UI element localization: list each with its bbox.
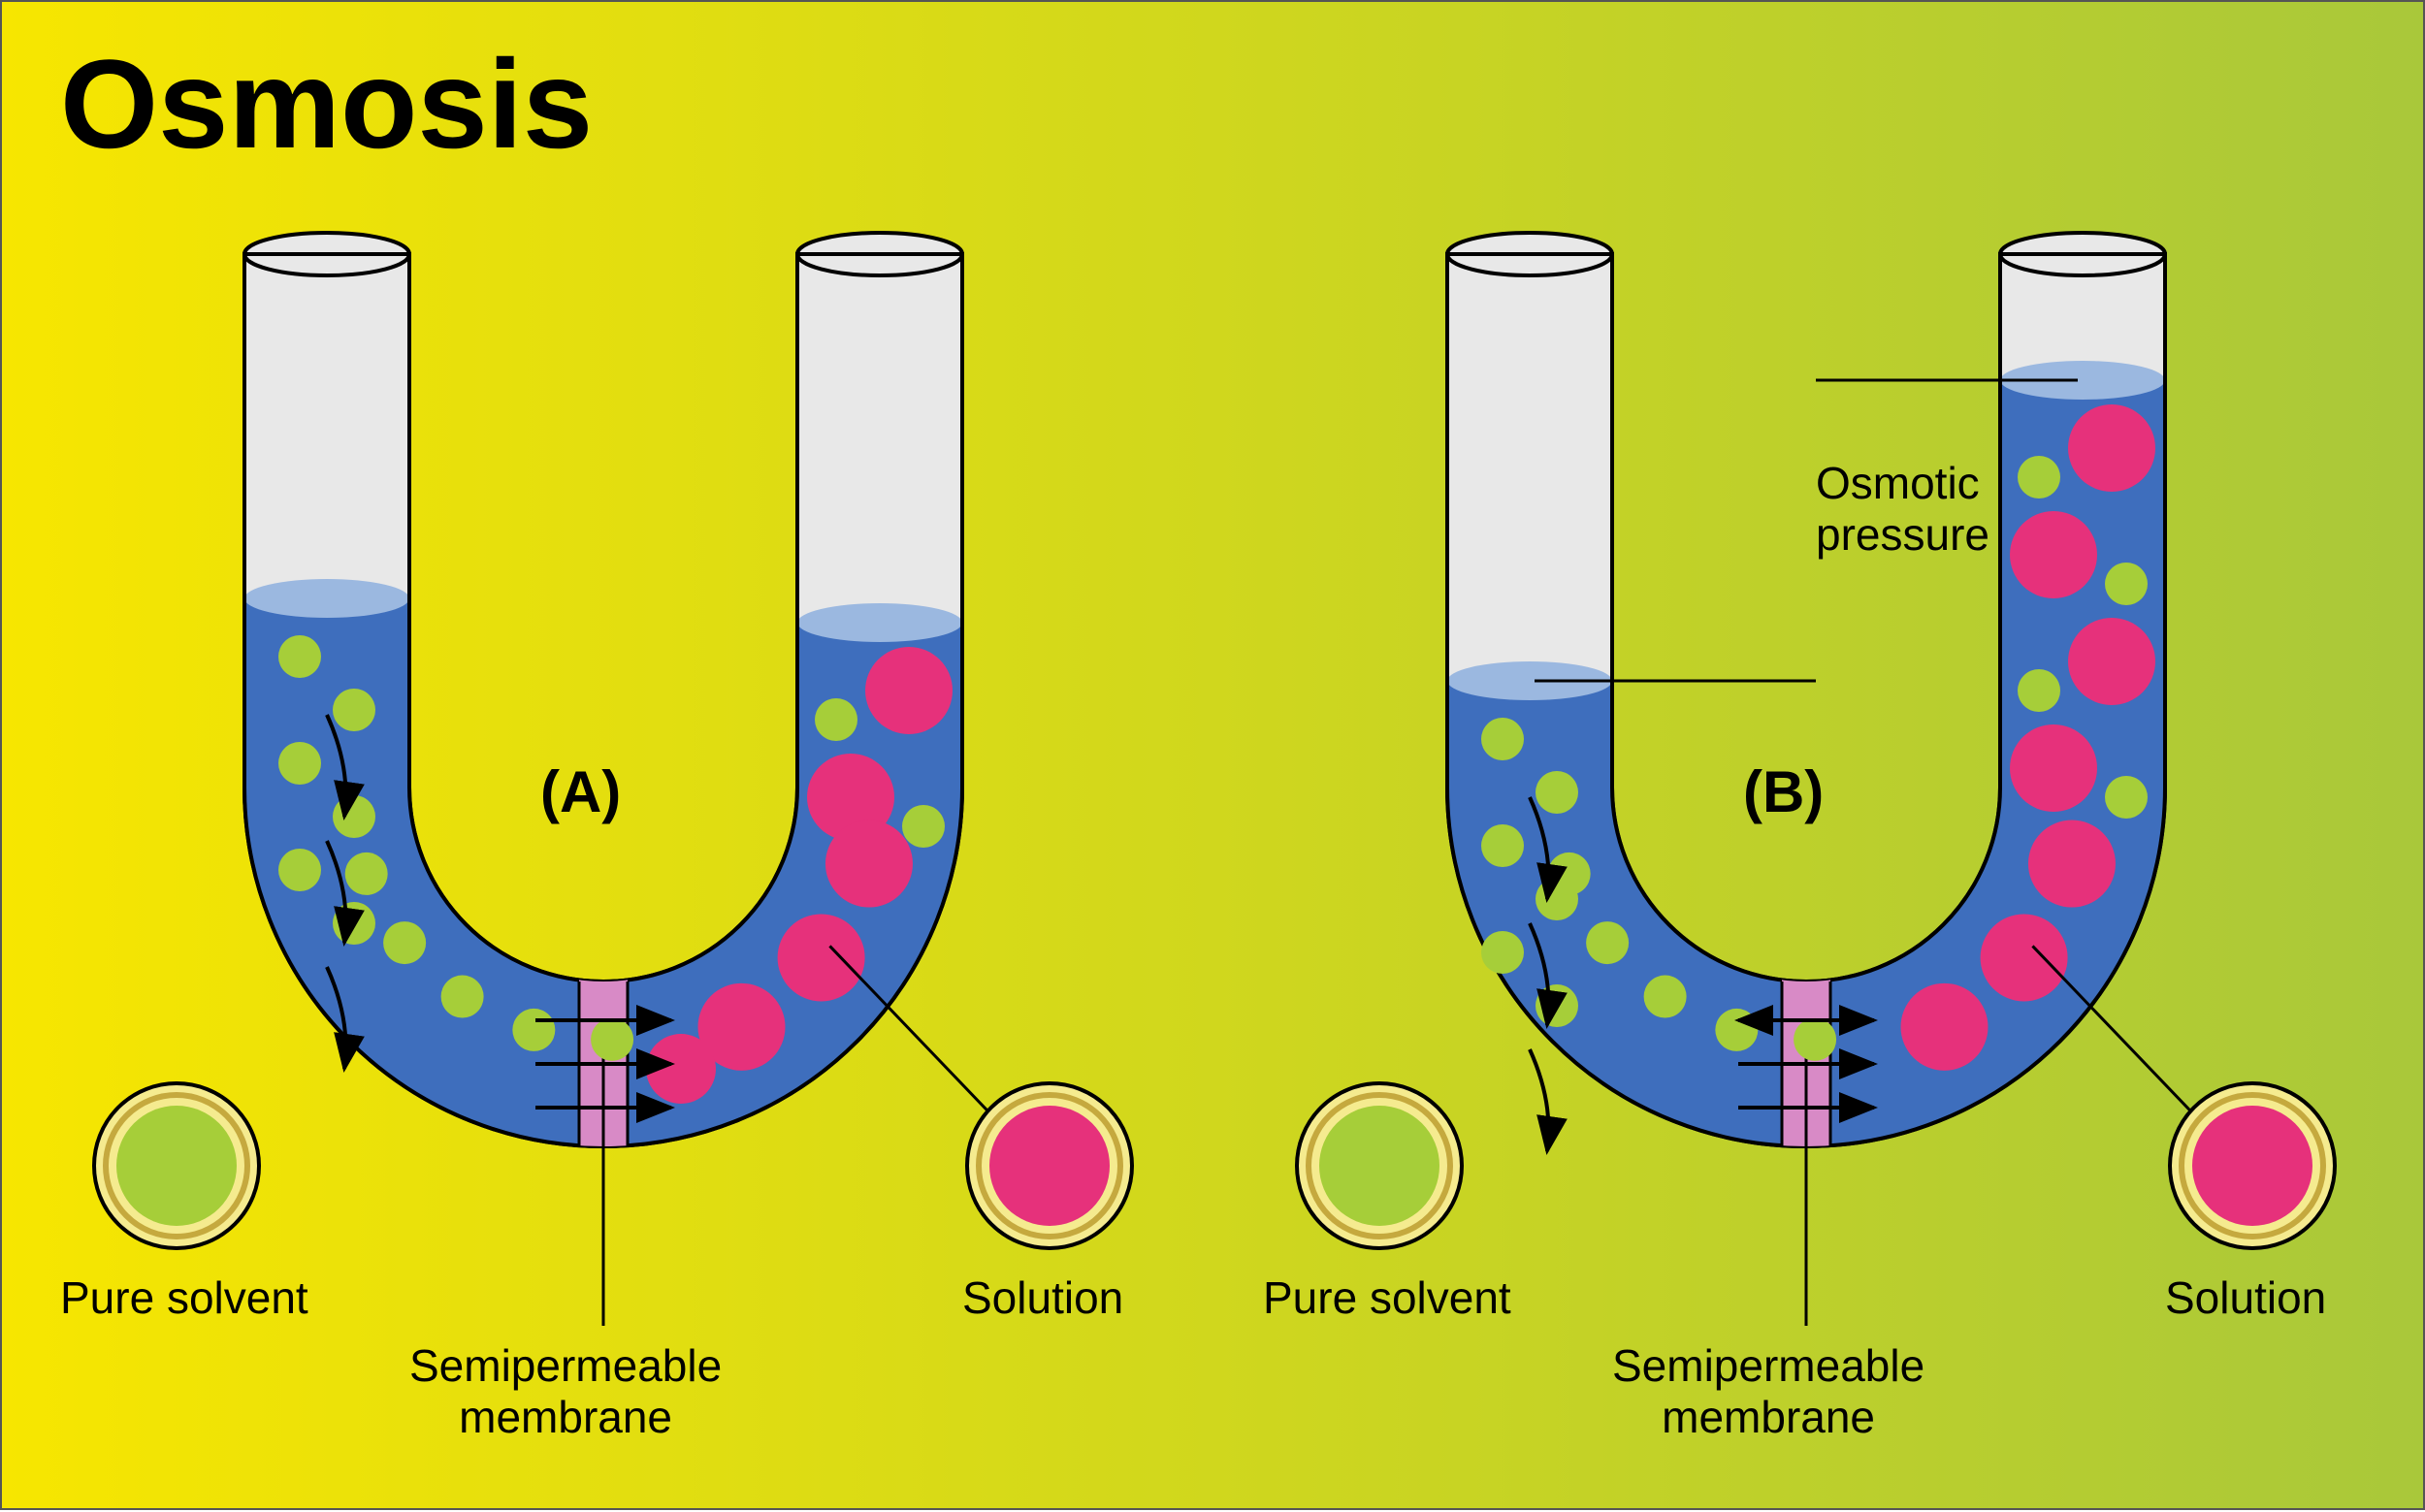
diagram-svg [2, 2, 2425, 1512]
label-solution-a: Solution [962, 1272, 1123, 1324]
panel-a-label: (A) [540, 758, 621, 825]
title: Osmosis [60, 31, 593, 177]
label-pure-solvent-b: Pure solvent [1263, 1272, 1511, 1324]
label-osmotic-pressure: Osmotic pressure [1816, 458, 1989, 561]
label-membrane-b: Semipermeable membrane [1612, 1340, 1924, 1443]
diagram-canvas: Osmosis (A) Pure solvent Semipermeable m… [0, 0, 2425, 1510]
panel-b-label: (B) [1743, 758, 1824, 825]
label-membrane-a: Semipermeable membrane [409, 1340, 722, 1443]
label-solution-b: Solution [2165, 1272, 2326, 1324]
label-pure-solvent-a: Pure solvent [60, 1272, 308, 1324]
